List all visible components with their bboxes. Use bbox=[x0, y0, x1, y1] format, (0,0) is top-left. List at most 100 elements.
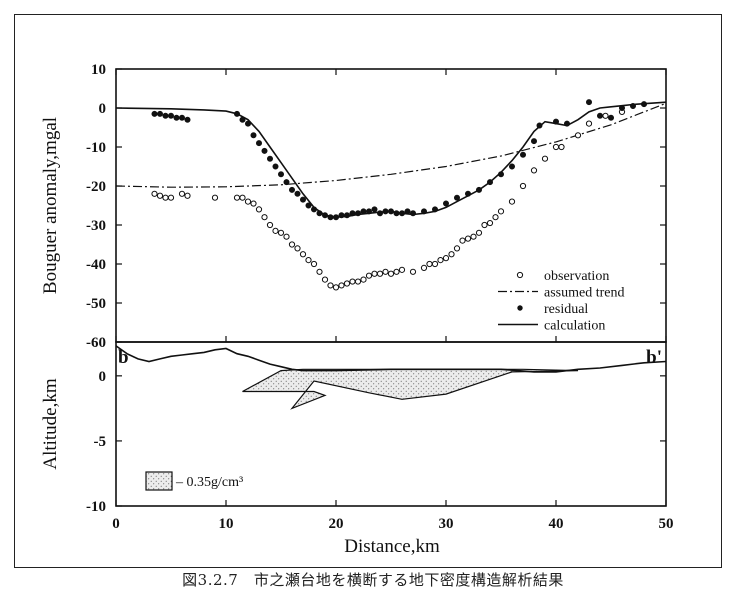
observation-point bbox=[464, 235, 472, 242]
observation-point bbox=[288, 241, 296, 248]
residual-point bbox=[272, 163, 279, 170]
observation-point bbox=[459, 237, 466, 244]
residual-point bbox=[239, 116, 246, 123]
residual-point bbox=[343, 212, 350, 219]
residual-point bbox=[151, 110, 158, 117]
observation-point bbox=[530, 167, 538, 174]
legend-label-residual: residual bbox=[544, 302, 588, 317]
residual-point bbox=[409, 210, 416, 217]
legend-label-calculation: calculation bbox=[544, 319, 605, 334]
density-legend-swatch bbox=[145, 471, 173, 491]
residual-point bbox=[486, 179, 493, 186]
legend-label-assumed-trend: assumed trend bbox=[544, 286, 624, 301]
observation-point bbox=[294, 245, 301, 252]
series-calculation-line bbox=[115, 101, 667, 219]
density-section-panel: 0 -5 -10 0 10 20 30 40 50 Altitude,km b b' – 0.35g/c… bbox=[40, 341, 674, 532]
residual-point bbox=[497, 171, 504, 178]
residual-point bbox=[393, 210, 400, 217]
figure-caption: 図3.2.7 市之瀬台地を横断する地下密度構造解析結果 bbox=[182, 571, 564, 589]
observation-point bbox=[365, 272, 373, 279]
residual-point bbox=[398, 210, 405, 217]
residual-point bbox=[283, 179, 290, 186]
y-tick-label: -10 bbox=[86, 499, 106, 515]
observation-point bbox=[382, 268, 389, 275]
residual-point bbox=[261, 147, 268, 154]
observation-point bbox=[602, 112, 609, 119]
residual-point bbox=[420, 208, 427, 215]
observation-point bbox=[321, 276, 329, 283]
observation-point bbox=[492, 214, 499, 221]
observation-point bbox=[426, 260, 433, 268]
observation-point bbox=[387, 270, 395, 277]
topography-line bbox=[115, 345, 667, 373]
y-tick-label: -5 bbox=[94, 434, 107, 450]
observation-point bbox=[541, 155, 549, 162]
y-tick-label: -60 bbox=[86, 335, 106, 351]
observation-point bbox=[519, 182, 527, 190]
residual-point bbox=[310, 206, 317, 213]
observation-point bbox=[585, 120, 593, 127]
residual-point bbox=[168, 112, 175, 119]
residual-point bbox=[536, 122, 543, 129]
y-tick-label: 0 bbox=[99, 369, 107, 385]
observation-point bbox=[360, 276, 367, 283]
residual-point bbox=[629, 103, 636, 110]
observation-point bbox=[437, 257, 444, 264]
observation-point bbox=[233, 194, 241, 201]
residual-point bbox=[316, 210, 323, 217]
observation-point bbox=[167, 194, 175, 201]
residual-point bbox=[299, 196, 306, 203]
observation-point bbox=[261, 214, 268, 221]
residual-point bbox=[266, 155, 273, 162]
y-tick-label: -40 bbox=[86, 257, 106, 273]
residual-point bbox=[250, 132, 257, 139]
observation-point bbox=[266, 221, 274, 229]
residual-point bbox=[585, 99, 592, 106]
observation-point bbox=[310, 260, 318, 268]
observation-point bbox=[316, 268, 323, 275]
legend-marker-observation bbox=[516, 271, 524, 279]
observation-point bbox=[448, 251, 455, 258]
series-assumed-trend-line bbox=[115, 102, 667, 188]
profile-label-b-prime: b' bbox=[646, 347, 662, 368]
residual-point bbox=[464, 190, 471, 197]
observation-point bbox=[184, 192, 191, 199]
observation-point bbox=[156, 192, 164, 199]
observation-point bbox=[332, 284, 340, 291]
x-tick-label: 30 bbox=[439, 516, 454, 532]
residual-point bbox=[640, 101, 647, 108]
residual-point bbox=[387, 208, 394, 215]
x-axis-title: Distance,km bbox=[344, 536, 440, 557]
observation-point bbox=[305, 257, 312, 264]
observation-point bbox=[283, 233, 290, 240]
density-body-polygon bbox=[242, 368, 579, 410]
residual-point bbox=[508, 163, 515, 170]
observation-point bbox=[475, 229, 483, 236]
x-tick-label: 50 bbox=[659, 516, 674, 532]
y-tick-label: -10 bbox=[86, 140, 106, 156]
residual-point bbox=[294, 190, 301, 197]
observation-point bbox=[162, 194, 169, 201]
residual-point bbox=[431, 206, 438, 213]
observation-point bbox=[250, 200, 257, 207]
residual-point bbox=[234, 110, 241, 117]
residual-point bbox=[442, 200, 449, 207]
observation-point bbox=[574, 132, 582, 139]
observation-point bbox=[327, 282, 334, 289]
residual-point bbox=[382, 208, 389, 215]
residual-point bbox=[360, 208, 367, 215]
profile-label-b: b bbox=[118, 347, 129, 368]
residual-point bbox=[607, 114, 614, 121]
residual-point bbox=[338, 212, 345, 219]
observation-point bbox=[470, 233, 477, 240]
y-axis-title-altitude: Altitude,km bbox=[40, 378, 61, 470]
residual-point bbox=[321, 212, 328, 219]
residual-point bbox=[277, 171, 284, 178]
observation-point bbox=[420, 264, 428, 271]
observation-point bbox=[244, 198, 252, 205]
residual-point bbox=[475, 186, 482, 193]
observation-point bbox=[354, 278, 362, 285]
observation-point bbox=[558, 143, 565, 151]
residual-point bbox=[453, 194, 460, 201]
y-tick-label: 0 bbox=[99, 101, 107, 117]
